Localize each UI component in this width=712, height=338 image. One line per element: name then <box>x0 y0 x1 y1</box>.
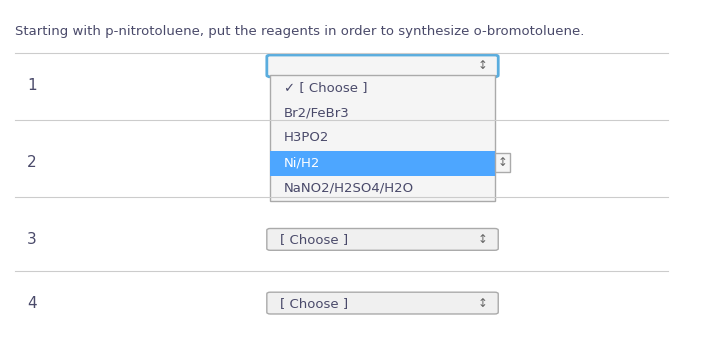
Text: 4: 4 <box>27 296 37 311</box>
Text: ↕: ↕ <box>478 59 488 72</box>
Text: [ Choose ]: [ Choose ] <box>281 233 349 246</box>
Text: Starting with p-nitrotoluene, put the reagents in order to synthesize o-bromotol: Starting with p-nitrotoluene, put the re… <box>15 25 585 38</box>
FancyBboxPatch shape <box>495 153 510 171</box>
Text: ✓ [ Choose ]: ✓ [ Choose ] <box>284 81 367 94</box>
FancyBboxPatch shape <box>267 55 498 77</box>
Text: [ Choose ]: [ Choose ] <box>281 296 349 310</box>
FancyBboxPatch shape <box>271 150 495 176</box>
Text: 3: 3 <box>27 232 37 247</box>
Text: Ni/H2: Ni/H2 <box>284 156 320 170</box>
FancyBboxPatch shape <box>267 292 498 314</box>
Text: 1: 1 <box>27 78 37 93</box>
Text: 2: 2 <box>27 155 37 170</box>
Text: NaNO2/H2SO4/H2O: NaNO2/H2SO4/H2O <box>284 182 414 195</box>
FancyBboxPatch shape <box>271 75 495 201</box>
Text: ↕: ↕ <box>478 296 488 310</box>
Text: Br2/FeBr3: Br2/FeBr3 <box>284 106 350 119</box>
Text: H3PO2: H3PO2 <box>284 131 329 144</box>
FancyBboxPatch shape <box>267 228 498 250</box>
Text: ↕: ↕ <box>478 233 488 246</box>
Text: ↕: ↕ <box>498 156 507 169</box>
